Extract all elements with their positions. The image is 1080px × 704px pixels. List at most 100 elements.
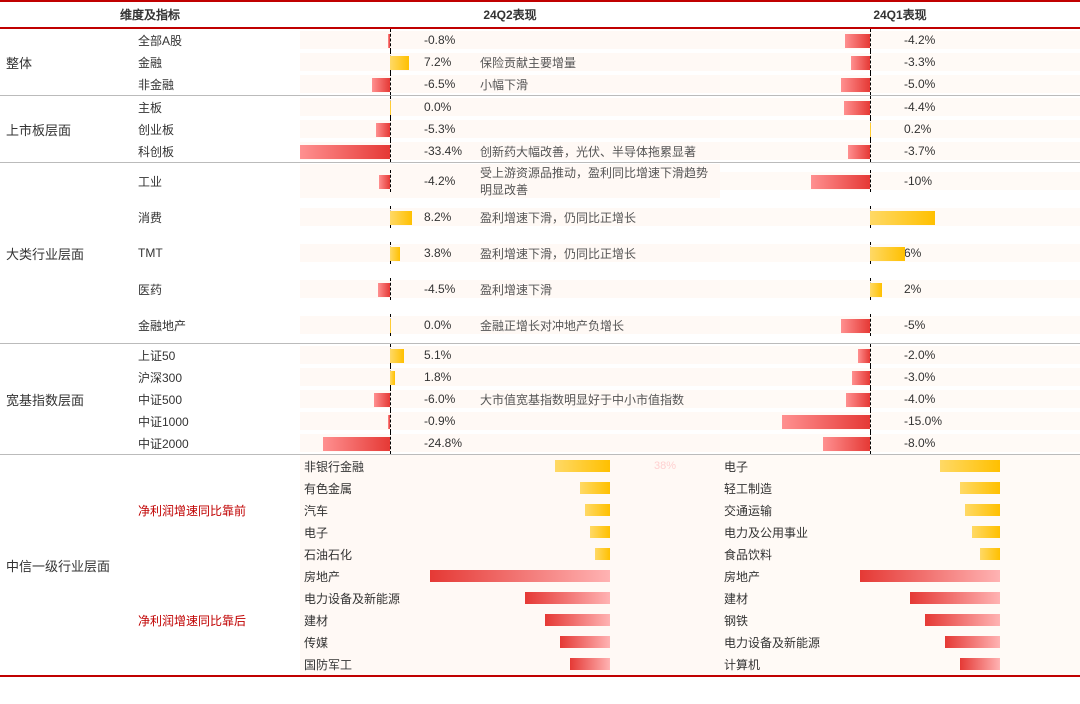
value-label: -8.0% — [900, 436, 955, 450]
industry-bar-negative — [860, 570, 1000, 582]
bar-area — [780, 346, 900, 364]
industry-row: 计算机 — [720, 653, 1080, 675]
bar-area — [300, 120, 420, 138]
table-row: 金融地产0.0%金融正增长对冲地产负增长-5% — [0, 307, 1080, 343]
bar-cell: -15.0% — [720, 412, 1080, 430]
industry-bar-positive — [972, 526, 1000, 538]
table-row: 医药-4.5%盈利增速下滑2% — [0, 271, 1080, 307]
value-label: 1.8% — [420, 370, 475, 384]
indicator-cell: 中证1000 — [130, 413, 300, 430]
bar-cell: -24.8% — [300, 434, 480, 452]
industry-bar-negative — [545, 614, 610, 626]
bar-negative — [323, 437, 390, 451]
bar-area — [780, 316, 900, 334]
industry-bar-positive — [980, 548, 1000, 560]
group: 工业-4.2%受上游资源品推动，盈利同比增速下滑趋势明显改善-10%消费8.2%… — [0, 163, 1080, 344]
industry-row: 房地产 — [720, 565, 1080, 587]
group: 上证505.1%-2.0%沪深3001.8%-3.0%宽基指数层面中证500-6… — [0, 344, 1080, 455]
industry-bar-negative — [430, 570, 610, 582]
value-label: -3.7% — [900, 144, 955, 158]
industry-label: 石油石化 — [300, 546, 410, 563]
industry-row: 电力设备及新能源 — [300, 587, 720, 609]
note-cell: 大市值宽基指数明显好于中小市值指数 — [480, 391, 720, 408]
bar-area — [780, 280, 900, 298]
note-cell: 小幅下滑 — [480, 76, 720, 93]
value-label: 7.2% — [420, 55, 475, 69]
industry-row: 国防军工 — [300, 653, 720, 675]
header-dim: 维度及指标 — [0, 2, 300, 27]
table-row: 宽基指数层面中证500 -6.0% 大市值宽基指数明显好于中小市值指数 -4.0% — [0, 388, 1080, 410]
bar-cell: -2.0% — [720, 346, 1080, 364]
bar-negative — [379, 175, 390, 189]
bar-area — [780, 142, 900, 160]
bar-negative — [823, 437, 870, 451]
bar-cell: 11% — [720, 208, 1080, 226]
bar-area — [300, 53, 420, 71]
bar-positive — [390, 319, 391, 333]
bar-cell: -10% — [720, 172, 1080, 190]
note-cell: 创新药大幅改善，光伏、半导体拖累显著 — [480, 143, 720, 160]
group: 主板0.0%-4.4%上市板层面创业板-5.3%0.2%科创板-33.4%创新药… — [0, 96, 1080, 163]
bar-area — [780, 172, 900, 190]
bar-area — [780, 31, 900, 49]
industry-bar-negative — [560, 636, 610, 648]
header-q1: 24Q1表现 — [720, 2, 1080, 27]
bar-area — [300, 142, 420, 160]
indicator-cell: 科创板 — [130, 143, 300, 160]
bar-area — [780, 244, 900, 262]
bar-area — [300, 172, 420, 190]
industry-row: 食品饮料 — [720, 543, 1080, 565]
value-label: -6.5% — [420, 77, 475, 91]
value-label: -6.0% — [420, 392, 475, 406]
bar-cell: -33.4% — [300, 142, 480, 160]
value-label: -5.3% — [420, 122, 475, 136]
industry-subtitle: 净利润增速同比靠前 — [130, 455, 300, 565]
industry-row: 交通运输 — [720, 499, 1080, 521]
table-row: 消费8.2%盈利增速下滑，仍同比正增长11% — [0, 199, 1080, 235]
industry-bar-positive — [595, 548, 610, 560]
value-label: -4.0% — [900, 392, 955, 406]
industry-label: 房地产 — [300, 568, 410, 585]
bar-negative — [844, 101, 870, 115]
value-label: 2% — [900, 282, 955, 296]
value-label: -5% — [900, 318, 955, 332]
bar-negative — [300, 145, 390, 159]
value-label: 6% — [900, 246, 955, 260]
industry-bar-positive — [965, 504, 1000, 516]
industry-label: 计算机 — [720, 656, 830, 673]
bar-cell: 3.8% — [300, 244, 480, 262]
bar-negative — [841, 319, 870, 333]
category-cell: 宽基指数层面 — [0, 390, 130, 409]
value-label: 5.1% — [420, 348, 475, 362]
indicator-cell: 全部A股 — [130, 32, 300, 49]
industry-group: 中信一级行业层面净利润增速同比靠前净利润增速同比靠后非银行金融38%有色金属汽车… — [0, 455, 1080, 677]
industry-label: 轻工制造 — [720, 480, 830, 497]
bar-negative — [378, 283, 390, 297]
indicator-cell: 工业 — [130, 173, 300, 190]
industry-row: 传媒 — [300, 631, 720, 653]
bar-cell: 7.2% — [300, 53, 480, 71]
value-label: -4.5% — [420, 282, 475, 296]
industry-label: 国防军工 — [300, 656, 410, 673]
bar-positive — [870, 211, 935, 225]
industry-row: 电力及公用事业 — [720, 521, 1080, 543]
indicator-cell: 中证500 — [130, 391, 300, 408]
bar-cell: -8.0% — [720, 434, 1080, 452]
indicator-cell: 医药 — [130, 281, 300, 298]
bar-cell: -0.8% — [300, 31, 480, 49]
bar-positive — [390, 349, 404, 363]
indicator-cell: TMT — [130, 246, 300, 260]
bar-positive — [390, 56, 409, 70]
bar-cell: -4.5% — [300, 280, 480, 298]
bar-cell: -3.7% — [720, 142, 1080, 160]
bar-negative — [846, 393, 870, 407]
industry-label: 有色金属 — [300, 480, 410, 497]
table-row: 上证505.1%-2.0% — [0, 344, 1080, 366]
table-body: 全部A股-0.8%-4.2%整体金融7.2%保险贡献主要增量-3.3%非金融-6… — [0, 29, 1080, 677]
note-cell: 盈利增速下滑，仍同比正增长 — [480, 209, 720, 226]
industry-bar-negative — [960, 658, 1000, 670]
bar-negative — [388, 34, 390, 48]
bar-positive — [390, 247, 400, 261]
industry-bar-positive — [580, 482, 610, 494]
bar-area — [300, 75, 420, 93]
